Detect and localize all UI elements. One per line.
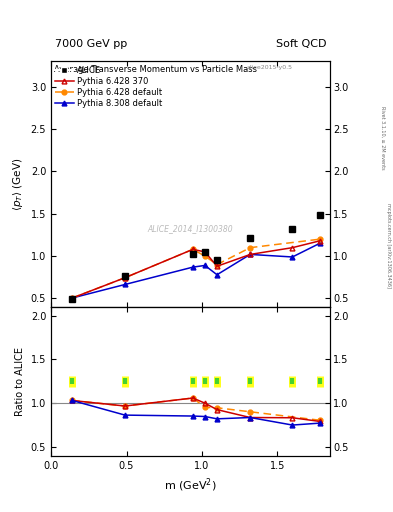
Text: mcplots.cern.ch [arXiv:1306.3436]: mcplots.cern.ch [arXiv:1306.3436]	[386, 203, 391, 288]
Text: Rivet 3.1.10, ≥ 2M events: Rivet 3.1.10, ≥ 2M events	[381, 106, 386, 170]
Text: ALICE_2014_I1300380: ALICE_2014_I1300380	[148, 224, 233, 233]
Text: 7000 GeV pp: 7000 GeV pp	[55, 38, 127, 49]
Legend: ALICE, Pythia 6.428 370, Pythia 6.428 default, Pythia 8.308 default: ALICE, Pythia 6.428 370, Pythia 6.428 de…	[53, 64, 164, 110]
Text: Soft QCD: Soft QCD	[276, 38, 326, 49]
X-axis label: m (GeV$^2$): m (GeV$^2$)	[164, 476, 217, 494]
Y-axis label: Ratio to ALICE: Ratio to ALICE	[15, 347, 25, 416]
Text: alice2015-y0.5: alice2015-y0.5	[246, 65, 292, 70]
Text: Average Transverse Momentum vs Particle Mass: Average Transverse Momentum vs Particle …	[54, 65, 257, 74]
Y-axis label: $\langle p_T \rangle$ (GeV): $\langle p_T \rangle$ (GeV)	[11, 158, 25, 211]
